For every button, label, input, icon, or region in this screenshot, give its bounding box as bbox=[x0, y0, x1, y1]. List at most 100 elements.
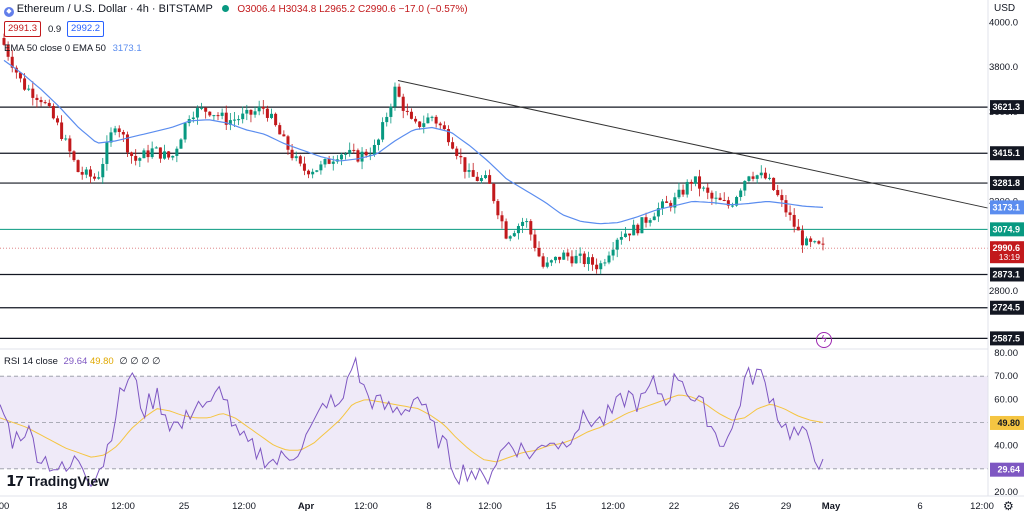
candle-body bbox=[142, 150, 146, 159]
level-price-label: 3281.8 bbox=[992, 178, 1020, 188]
candle-body bbox=[813, 241, 817, 243]
candle-body bbox=[409, 111, 413, 119]
candle-body bbox=[710, 192, 714, 199]
price-pane[interactable] bbox=[0, 33, 989, 339]
candle-body bbox=[467, 170, 471, 172]
ema-price-label-bg bbox=[990, 200, 1024, 215]
candle-body bbox=[385, 116, 389, 123]
trend-line[interactable] bbox=[397, 80, 989, 209]
candle-body bbox=[150, 148, 154, 158]
rsi-legend[interactable]: RSI 14 close 29.64 49.80 ∅ ∅ ∅ ∅ bbox=[4, 356, 160, 367]
bar-countdown-label: 13:19 bbox=[999, 252, 1021, 262]
candle-body bbox=[582, 253, 586, 265]
time-axis-tick: Apr bbox=[298, 501, 315, 512]
candle-body bbox=[134, 155, 138, 161]
buy-price-button[interactable]: 2992.2 bbox=[67, 21, 105, 37]
time-axis-tick: 29 bbox=[781, 501, 792, 512]
candle-body bbox=[51, 105, 55, 119]
candle-body bbox=[442, 125, 446, 130]
candle-body bbox=[220, 112, 224, 116]
currency-label[interactable]: USD bbox=[994, 3, 1016, 14]
time-axis-tick: 00 bbox=[0, 501, 9, 512]
settings-gear-icon[interactable]: ⚙ bbox=[1003, 499, 1014, 513]
symbol-title[interactable]: Ethereum / U.S. Dollar · 4h · BITSTAMP bbox=[16, 3, 213, 15]
candle-body bbox=[23, 78, 27, 90]
candle-body bbox=[714, 197, 718, 199]
candle-body bbox=[97, 177, 101, 179]
candle-body bbox=[586, 257, 590, 265]
candle-body bbox=[393, 86, 397, 107]
time-axis[interactable]: 00 18 12:00 25 12:00 Apr 12:00 8 12:00 15 12:00 22 2… bbox=[0, 501, 994, 512]
ema-50-line[interactable] bbox=[3, 59, 824, 225]
candle-body bbox=[360, 151, 364, 162]
candle-body bbox=[541, 256, 545, 267]
time-axis-tick: 12:00 bbox=[970, 501, 994, 512]
candle-body bbox=[84, 169, 88, 175]
level-price-label: 3415.1 bbox=[992, 148, 1020, 158]
candle-body bbox=[660, 201, 664, 209]
candle-body bbox=[463, 157, 467, 172]
level-price-label: 3074.9 bbox=[992, 224, 1020, 234]
candle-body bbox=[730, 205, 734, 207]
candle-body bbox=[47, 102, 51, 106]
ema-legend-label: EMA 50 close 0 EMA 50 bbox=[4, 43, 106, 54]
candle-body bbox=[471, 170, 475, 177]
rsi-axis-tick: 80.00 bbox=[994, 348, 1018, 359]
candle-body bbox=[257, 106, 261, 112]
candle-body bbox=[372, 144, 376, 155]
candle-body bbox=[446, 129, 450, 143]
time-axis-tick: 25 bbox=[179, 501, 190, 512]
rsi-axis-label-bg bbox=[990, 462, 1024, 477]
candle-body bbox=[6, 44, 10, 57]
candle-body bbox=[619, 236, 623, 240]
candle-body bbox=[311, 171, 315, 175]
candle-body bbox=[331, 161, 335, 164]
candle-body bbox=[500, 215, 504, 222]
candle-body bbox=[492, 183, 496, 202]
level-price-label: 2724.5 bbox=[992, 303, 1020, 313]
candle-body bbox=[726, 200, 730, 206]
candle-body bbox=[821, 243, 825, 245]
ema-legend[interactable]: EMA 50 close 0 EMA 50 3173.1 bbox=[4, 43, 142, 54]
rsi-ma-legend-value: 49.80 bbox=[89, 356, 114, 367]
candle-body bbox=[253, 111, 257, 115]
current-price-label-bg bbox=[990, 241, 1024, 264]
ema-legend-value: 3173.1 bbox=[112, 43, 142, 54]
candle-body bbox=[327, 159, 331, 164]
rsi-line[interactable] bbox=[0, 356, 824, 488]
sell-price-button[interactable]: 2991.3 bbox=[4, 21, 42, 37]
candle-body bbox=[739, 190, 743, 198]
candle-body bbox=[117, 128, 121, 133]
tradingview-logo[interactable]: 𝟭7 TradingView bbox=[6, 471, 109, 491]
candle-body bbox=[788, 212, 792, 215]
candle-body bbox=[800, 230, 804, 246]
candle-body bbox=[348, 149, 352, 154]
level-price-label: 3621.3 bbox=[992, 102, 1020, 112]
candle-body bbox=[702, 187, 706, 189]
candle-body bbox=[780, 195, 784, 201]
candle-body bbox=[319, 164, 323, 171]
rsi-ma-axis-label-bg bbox=[990, 415, 1024, 430]
rsi-pane[interactable] bbox=[0, 356, 988, 488]
candle-body bbox=[389, 106, 393, 117]
candle-body bbox=[644, 217, 648, 223]
candle-body bbox=[438, 123, 442, 126]
candle-body bbox=[323, 159, 327, 165]
candle-body bbox=[154, 147, 158, 149]
time-axis-tick: 12:00 bbox=[111, 501, 135, 512]
candle-body bbox=[669, 202, 673, 208]
time-axis-tick: 22 bbox=[669, 501, 680, 512]
time-axis-tick: 26 bbox=[729, 501, 740, 512]
flash-icon[interactable]: ϟ bbox=[816, 332, 832, 348]
candle-body bbox=[179, 139, 183, 149]
candle-body bbox=[718, 197, 722, 200]
candle-body bbox=[93, 176, 97, 179]
time-axis-tick: 15 bbox=[546, 501, 557, 512]
candle-body bbox=[759, 172, 763, 176]
candle-body bbox=[31, 88, 35, 98]
rsi-ma-axis-label: 49.80 bbox=[997, 418, 1020, 428]
candle-body bbox=[776, 190, 780, 196]
price-axis-labels: 3621.3 3415.1 3281.8 3074.9 2873.1 2724.5 2587… bbox=[990, 100, 1024, 477]
rsi-ma-line[interactable] bbox=[0, 394, 824, 463]
